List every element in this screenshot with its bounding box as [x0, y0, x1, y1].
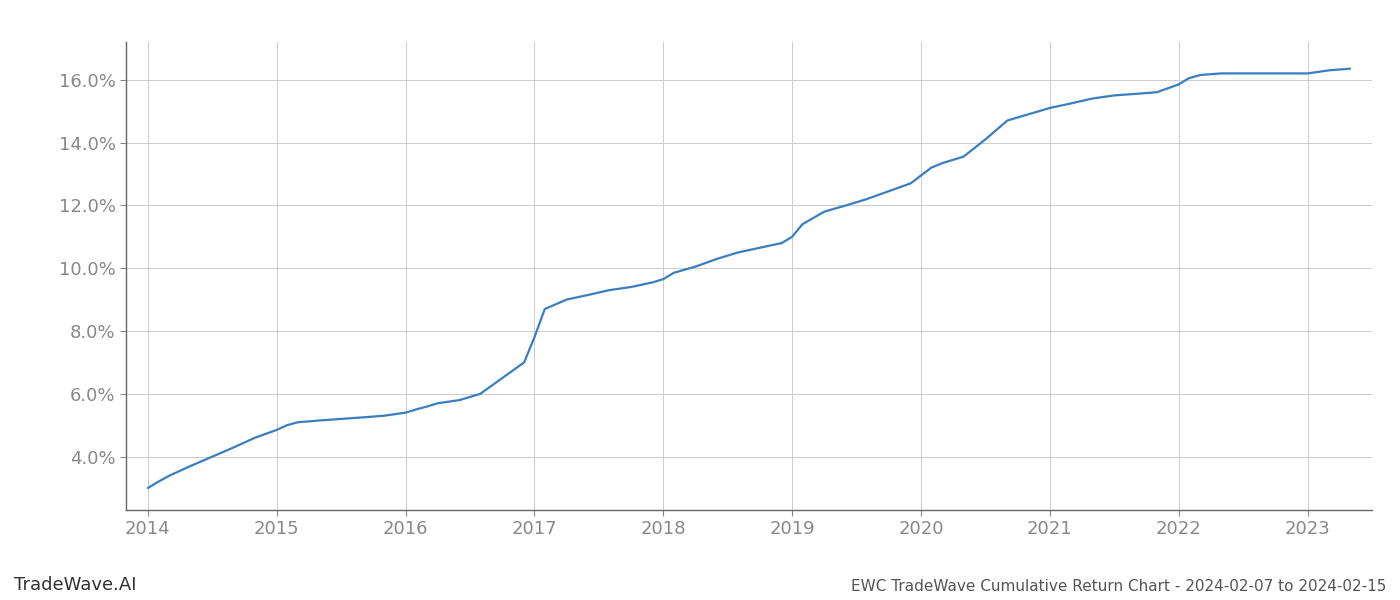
Text: EWC TradeWave Cumulative Return Chart - 2024-02-07 to 2024-02-15: EWC TradeWave Cumulative Return Chart - … [851, 579, 1386, 594]
Text: TradeWave.AI: TradeWave.AI [14, 576, 137, 594]
